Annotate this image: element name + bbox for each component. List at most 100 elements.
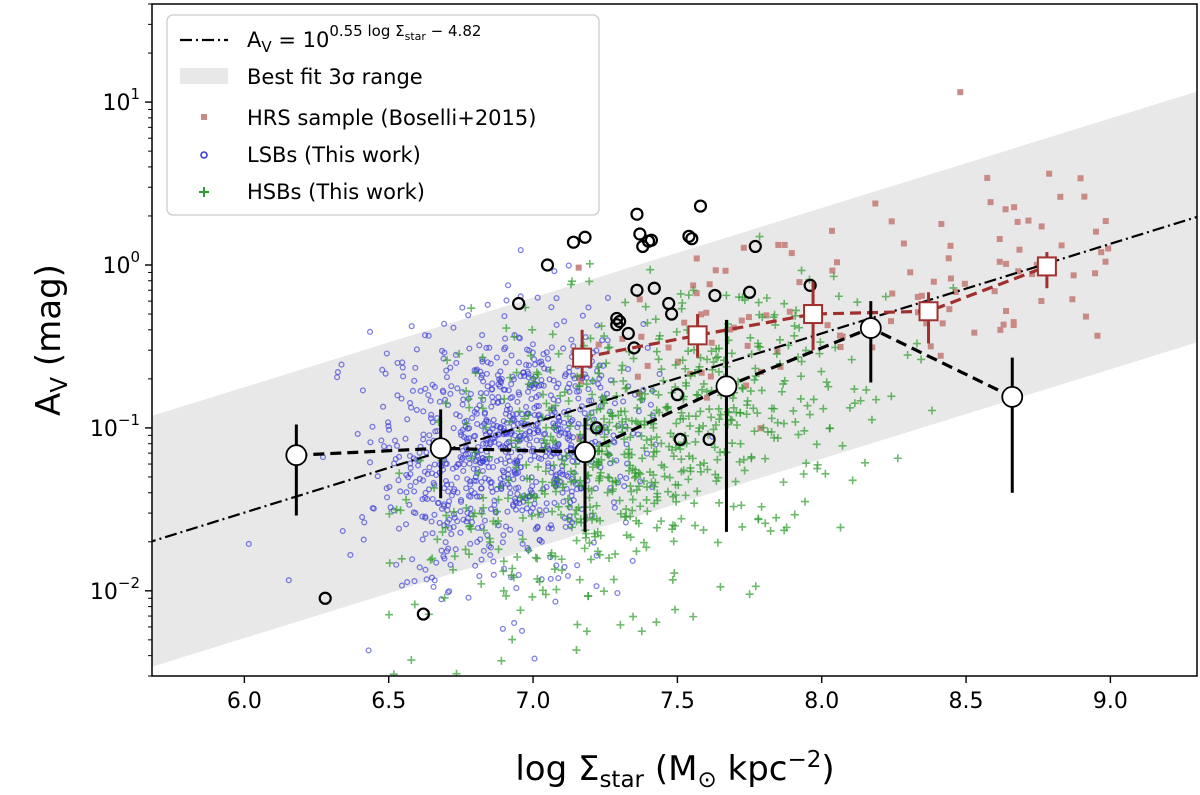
lsb-point [555, 414, 562, 421]
lsb-point [334, 369, 341, 376]
lsb-point [566, 504, 573, 511]
hsb-point [525, 474, 534, 483]
hrs-point [872, 200, 879, 207]
hsb-point [640, 444, 649, 453]
lsb-point [338, 361, 345, 368]
lsb-point [560, 345, 567, 352]
lsb-point [465, 594, 472, 601]
hrs-point [1102, 258, 1109, 265]
lsb-point [592, 485, 599, 492]
circled-lsb-point [665, 307, 679, 321]
hrs-point [987, 199, 994, 206]
lsb-point [452, 351, 459, 358]
lsb-point [416, 475, 423, 482]
lsb-point [535, 454, 542, 462]
lsb-point [478, 478, 485, 486]
hsb-point [478, 404, 487, 413]
hsb-point [714, 404, 723, 413]
lsb-point [505, 454, 512, 461]
lsb-point [442, 396, 449, 403]
hsb-point [595, 447, 604, 456]
hsb-point [592, 501, 601, 510]
legend-band-swatch [180, 68, 228, 84]
lsb-point [467, 493, 474, 500]
hsb-point [593, 527, 602, 536]
hsb-point [546, 366, 555, 375]
lsb-point [625, 366, 632, 373]
lsb-point [411, 578, 418, 585]
lsb-point [425, 332, 432, 339]
hrs-point [595, 341, 602, 348]
hsb-point [479, 493, 488, 502]
lsb-point [460, 461, 468, 468]
lsb-point [481, 410, 488, 417]
hsb-point [588, 390, 597, 399]
lsb-point [477, 536, 484, 543]
hsb-point [709, 425, 718, 434]
lsb-point [447, 561, 454, 568]
hsb-point [751, 582, 760, 591]
hsb-point [628, 506, 637, 515]
hsb-point [800, 426, 809, 435]
lsb-point [490, 463, 497, 471]
lsb-point [611, 504, 618, 511]
lsb-point [543, 349, 550, 356]
hsb-point [482, 423, 491, 432]
lsb-point [450, 523, 457, 531]
hrs-point [947, 275, 954, 282]
lsb-binned-marker [715, 375, 738, 398]
lsb-point [509, 501, 517, 508]
lsb-point [444, 589, 452, 596]
lsb-point [422, 332, 429, 339]
hrs-point [740, 244, 747, 251]
hsb-point [524, 411, 533, 420]
hsb-point [622, 531, 631, 540]
hrs-point [946, 306, 953, 313]
hsb-point [635, 389, 644, 398]
lsb-point [422, 513, 429, 520]
hsb-point [474, 468, 483, 477]
lsb-point [409, 387, 416, 394]
hrs-point [578, 378, 585, 385]
hsb-point [564, 397, 573, 406]
hsb-point [672, 497, 681, 506]
hsb-point [605, 418, 614, 427]
hsb-point [402, 495, 411, 504]
hsb-point [595, 550, 604, 559]
hsb-point [626, 482, 635, 491]
lsb-point [485, 418, 492, 425]
lsb-point [411, 488, 418, 495]
hsb-point [593, 688, 601, 696]
hsb-point [632, 485, 641, 494]
lsb-point [406, 399, 414, 407]
hsb-point [657, 517, 666, 526]
hsb-point [834, 292, 843, 301]
hrs-point [1058, 242, 1065, 249]
lsb-point [527, 508, 534, 516]
lsb-point [438, 596, 445, 603]
lsb-point [423, 576, 430, 583]
hsb-point [736, 439, 745, 448]
hsb-point [716, 410, 725, 419]
hrs-point [634, 373, 641, 380]
hsb-point [750, 427, 759, 436]
lsb-point [438, 547, 445, 554]
hrs-point [907, 269, 914, 276]
hrs-point [1038, 298, 1045, 305]
hrs-point [914, 293, 921, 300]
lsb-point [593, 347, 600, 354]
lsb-point [610, 438, 617, 445]
hsb-point [692, 390, 701, 399]
hsb-point [684, 291, 693, 300]
hsb-point [443, 356, 452, 365]
hsb-point [677, 455, 686, 464]
hsb-point [441, 399, 450, 408]
hrs-binned-line [581, 264, 1048, 360]
lsb-point [551, 499, 558, 506]
hrs-point [727, 326, 734, 333]
hsb-point [493, 507, 502, 516]
hsb-point [862, 385, 871, 394]
lsb-point [623, 475, 630, 482]
hsb-point [557, 555, 566, 564]
hsb-point [761, 519, 770, 528]
